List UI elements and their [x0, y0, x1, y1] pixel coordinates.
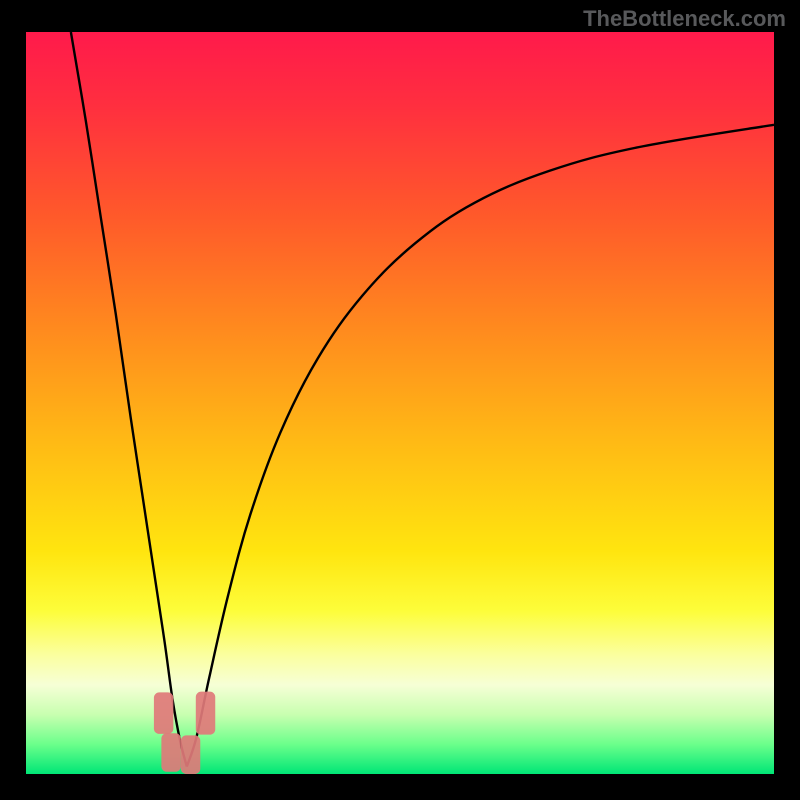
- watermark-text: TheBottleneck.com: [583, 6, 786, 32]
- marker-point: [181, 735, 200, 774]
- bottleneck-curve-svg: [26, 32, 774, 774]
- curve-left-branch: [71, 32, 187, 767]
- marker-group: [154, 692, 215, 774]
- curve-right-branch: [187, 125, 774, 767]
- marker-point: [161, 733, 180, 772]
- marker-point: [154, 692, 173, 734]
- marker-point: [196, 692, 215, 735]
- plot-area: [26, 32, 774, 774]
- chart-outer-frame: TheBottleneck.com: [0, 0, 800, 800]
